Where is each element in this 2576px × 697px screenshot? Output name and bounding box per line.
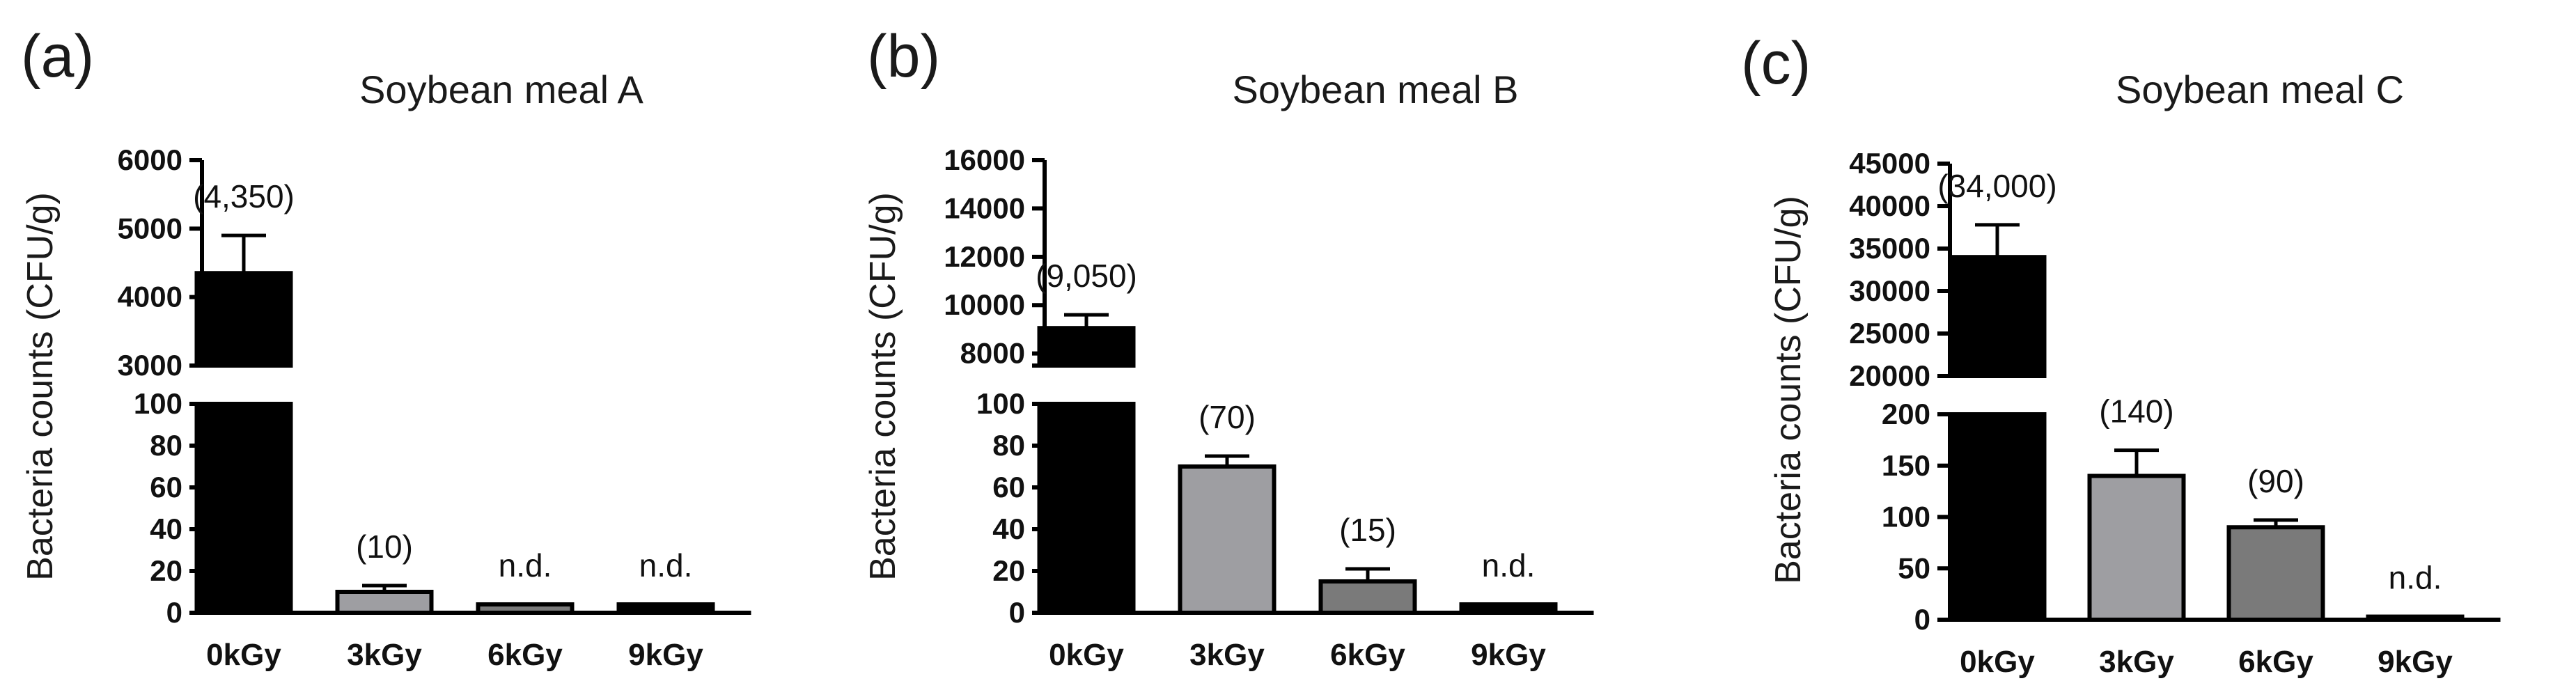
chart-1-data-label-9kGy: n.d. [639,547,693,584]
chart-2-bar-0kGy-lower [1037,402,1136,615]
chart-3-data-label-6kGy: (90) [2247,463,2304,499]
chart-3-x-tick-label-6kGy: 6kGy [2238,645,2313,679]
chart-3-data-label-0kGy: (34,000) [1937,168,2056,204]
chart-1-y-tick-label: 100 [134,387,182,420]
chart-2-x-tick-label-3kGy: 3kGy [1189,638,1265,672]
chart-1-bar-9kGy [616,602,715,615]
chart-2-data-label-3kGy: (70) [1199,399,1256,435]
chart-3-y-tick-label: 20000 [1849,359,1930,392]
chart-3-y-tick-label: 40000 [1849,189,1930,222]
chart-1-panel-label: (a) [21,23,94,90]
chart-3-x-tick-label-9kGy: 9kGy [2378,645,2453,679]
chart-2-bar-9kGy [1459,602,1558,615]
chart-3-ylabel: Bacteria counts (CFU/g) [1768,196,1809,584]
chart-2-x-tick-label-9kGy: 9kGy [1471,638,1546,672]
chart-2-y-tick-label: 80 [992,429,1025,462]
chart-3-bar-0kGy-lower [1948,412,2047,622]
chart-2-data-label-0kGy: (9,050) [1036,258,1137,294]
chart-3-data-label-3kGy: (140) [2099,393,2173,430]
chart-1-y-tick-label: 3000 [118,349,182,382]
chart-1-data-label-0kGy: (4,350) [193,178,295,214]
chart-3-y-tick-label: 45000 [1849,147,1930,180]
chart-1-bar-6kGy [476,602,575,615]
chart-2-x-tick-label-0kGy: 0kGy [1049,638,1124,672]
chart-3-panel-label: (c) [1741,30,1811,97]
chart-3-bar-9kGy [2366,614,2465,622]
chart-2-x-tick-label-6kGy: 6kGy [1330,638,1405,672]
chart-1-bar-0kGy-upper [194,271,293,368]
chart-3-x-tick-label-3kGy: 3kGy [2099,645,2174,679]
chart-2-y-tick-label: 10000 [944,288,1025,321]
chart-1-bar-3kGy [335,590,434,615]
chart-2-title: Soybean meal B [1233,68,1519,111]
chart-2-bar-6kGy [1318,579,1417,615]
chart-3-y-tick-label: 200 [1882,398,1930,430]
chart-1-x-tick-label-9kGy: 9kGy [628,638,703,672]
chart-2-bar-0kGy-upper [1037,326,1136,368]
chart-3-bar-6kGy [2226,525,2325,622]
chart-2-y-tick-label: 0 [1009,596,1025,629]
chart-1-x-tick-label-0kGy: 0kGy [206,638,281,672]
chart-2-y-tick-label: 60 [992,471,1025,503]
chart-1-y-tick-label: 60 [150,471,182,503]
chart-3-bar-3kGy [2087,473,2186,622]
chart-3-y-tick-label: 35000 [1849,232,1930,265]
chart-1-ylabel: Bacteria counts (CFU/g) [20,192,61,581]
chart-1-bar-0kGy-lower [194,402,293,615]
chart-2-y-tick-label: 12000 [944,240,1025,273]
chart-2-data-label-6kGy: (15) [1339,512,1396,548]
chart-1-data-label-6kGy: n.d. [499,547,552,584]
chart-1-y-tick-label: 6000 [118,143,182,176]
chart-1-title: Soybean meal A [359,68,643,111]
chart-3-x-tick-label-0kGy: 0kGy [1960,645,2035,679]
chart-3-y-tick-label: 25000 [1849,317,1930,350]
chart-2-y-tick-label: 8000 [960,337,1025,370]
chart-2-bar-3kGy [1178,464,1277,615]
chart-3-y-tick-label: 150 [1882,449,1930,482]
chart-2-data-label-9kGy: n.d. [1482,547,1536,584]
chart-1-y-tick-label: 20 [150,554,182,587]
chart-2-ylabel: Bacteria counts (CFU/g) [863,192,903,581]
chart-1-x-tick-label-3kGy: 3kGy [347,638,422,672]
chart-3-y-tick-label: 100 [1882,501,1930,533]
chart-2-y-tick-label: 14000 [944,191,1025,224]
chart-3-bar-0kGy-upper [1948,255,2047,379]
chart-3-y-tick-label: 0 [1914,603,1930,636]
chart-2-y-tick-label: 20 [992,554,1025,587]
chart-1-y-tick-label: 5000 [118,212,182,244]
chart-3-y-tick-label: 30000 [1849,274,1930,307]
chart-3-y-tick-label: 50 [1898,551,1930,584]
chart-2-y-tick-label: 100 [976,387,1025,420]
chart-3-data-label-9kGy: n.d. [2389,560,2442,596]
chart-1-y-tick-label: 80 [150,429,182,462]
chart-1-y-tick-label: 40 [150,512,182,545]
chart-2-y-tick-label: 40 [992,512,1025,545]
chart-1-data-label-3kGy: (10) [356,528,413,565]
chart-3-title: Soybean meal C [2116,68,2404,111]
chart-2-panel-label: (b) [867,23,940,90]
chart-1-y-tick-label: 0 [166,596,182,629]
chart-1-x-tick-label-6kGy: 6kGy [487,638,563,672]
chart-2-y-tick-label: 16000 [944,143,1025,176]
chart-1-y-tick-label: 4000 [118,281,182,313]
